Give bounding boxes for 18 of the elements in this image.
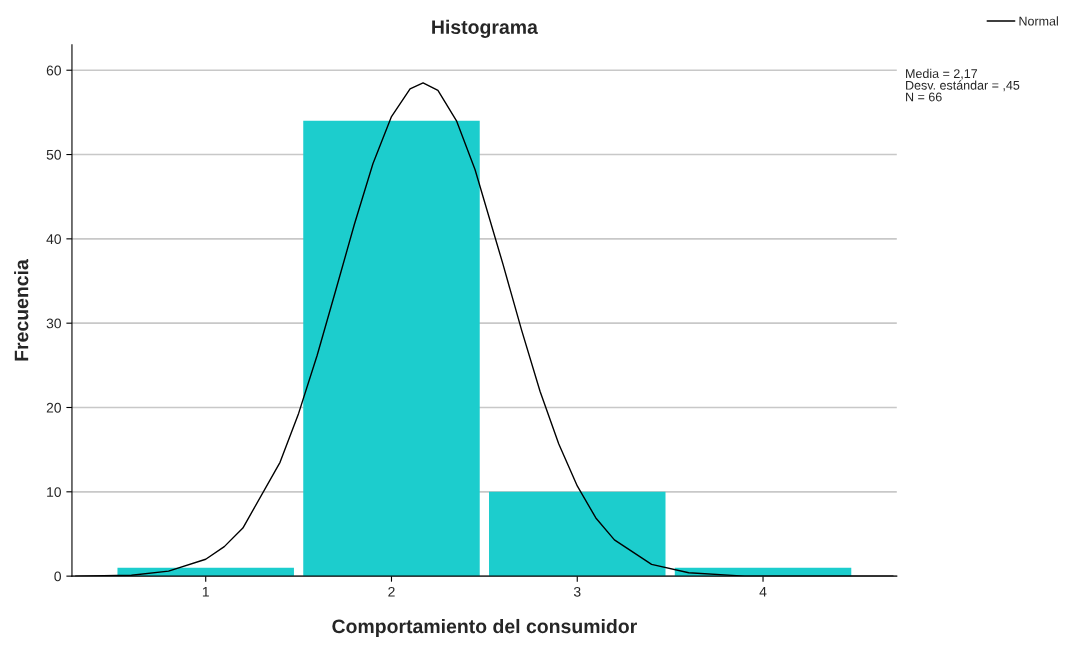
x-tick-label: 1 [202, 587, 209, 597]
text: N = 66 [906, 92, 942, 102]
text: Media = 2,17 [906, 68, 978, 80]
y-tick-label: 10 [47, 487, 61, 497]
x-axis-title: Comportamiento del consumidor [332, 618, 637, 638]
y-tick-label: 20 [46, 402, 61, 413]
x-tick-label: 2 [388, 586, 395, 597]
y-tick-label: 0 [54, 571, 61, 582]
chart-title: Histograma [432, 19, 538, 38]
y-axis-title: Frecuencia [14, 259, 29, 361]
x-tick-label: 4 [759, 587, 767, 597]
y-tick-label: 60 [46, 65, 61, 76]
y-tick-label: 50 [46, 149, 61, 160]
legend-label: Normal [1019, 16, 1058, 26]
text: Desv. estándar = ,45 [906, 80, 1020, 92]
y-tick-label: 40 [46, 234, 61, 245]
x-tick-label: 3 [573, 586, 581, 597]
y-tick-label: 30 [46, 318, 61, 329]
